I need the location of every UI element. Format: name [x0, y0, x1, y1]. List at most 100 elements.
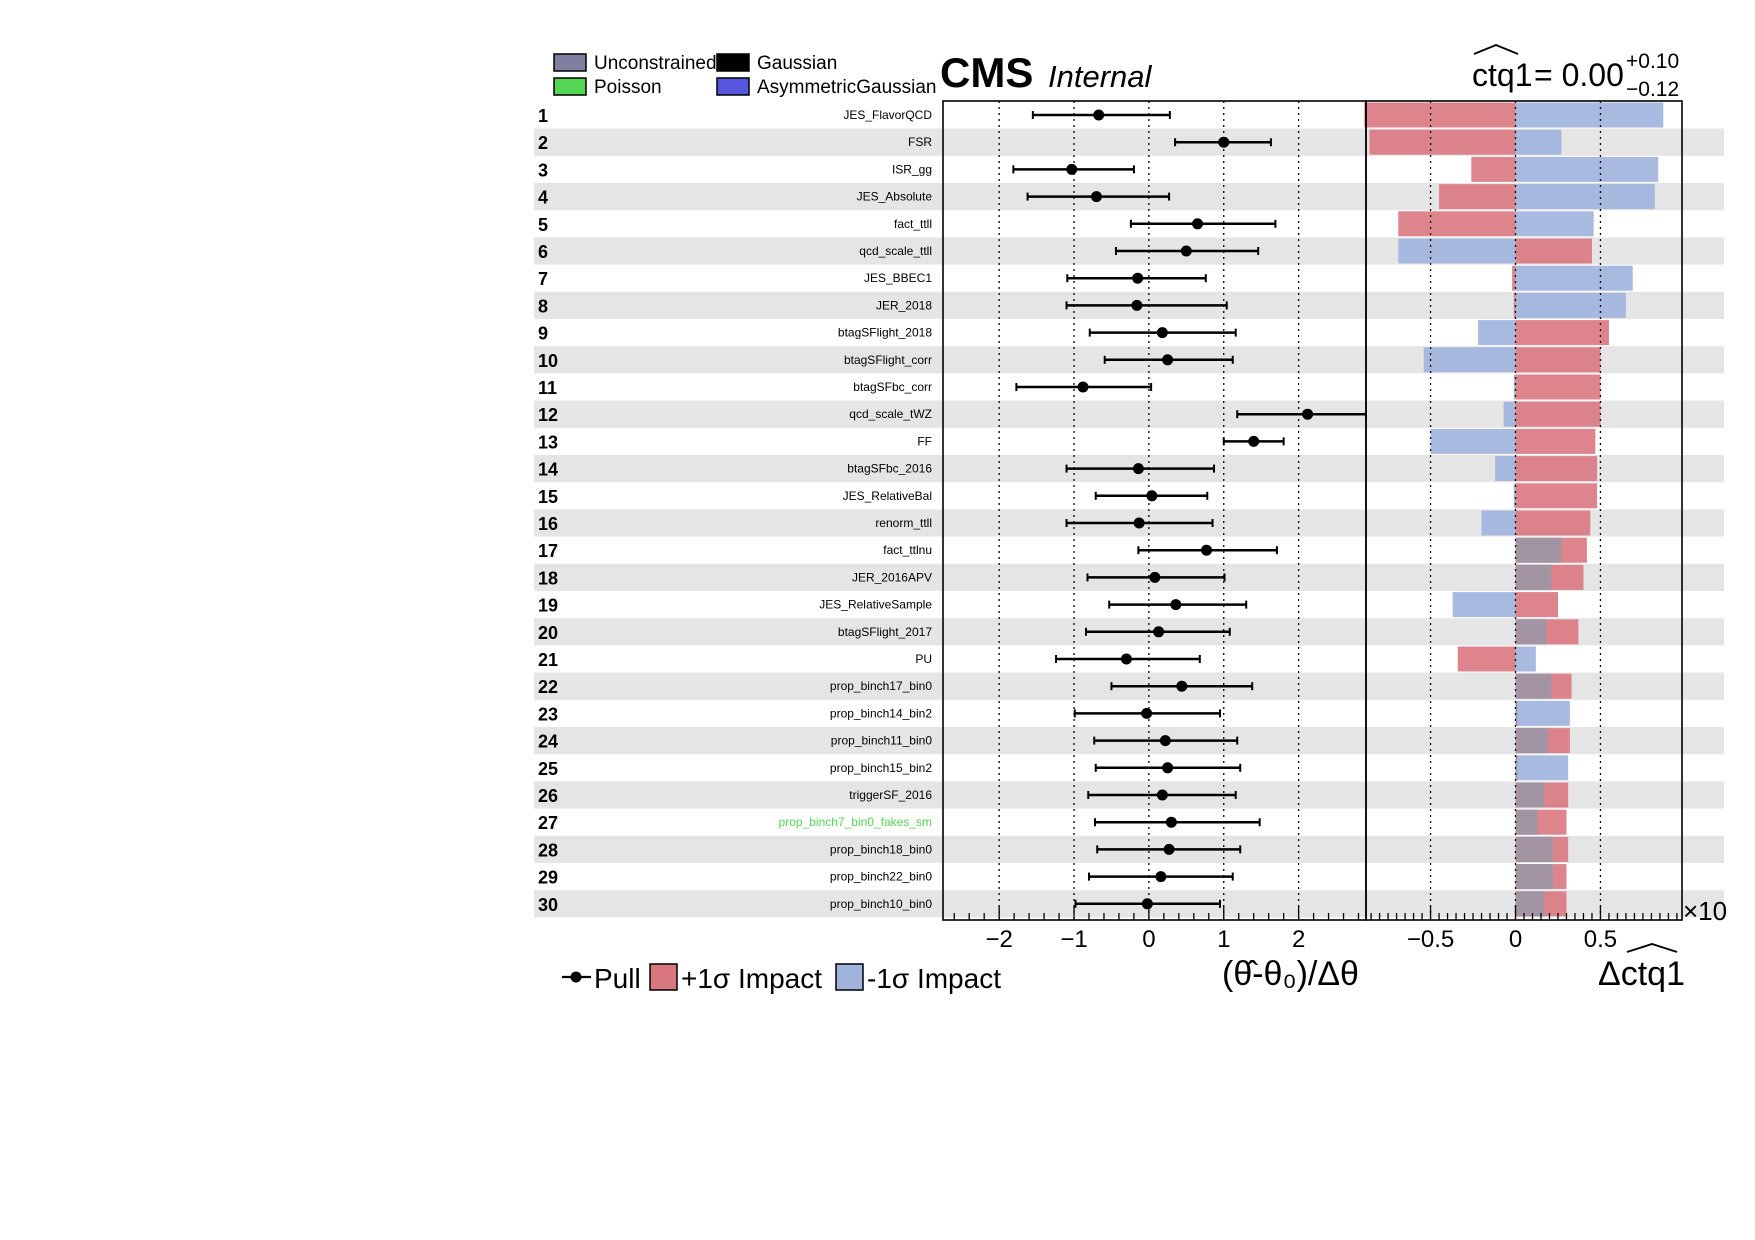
- parameter-label: prop_binch15_bin2: [830, 761, 932, 775]
- plus-impact-bar: [1515, 592, 1558, 618]
- minus-impact-bar: [1515, 755, 1569, 781]
- rank-label: 6: [538, 242, 548, 262]
- overlap-impact-bar: [1515, 564, 1552, 590]
- overlap-impact-bar: [1515, 755, 1518, 781]
- minus-impact-bar: [1515, 129, 1562, 155]
- impact-tick-label: 0.5: [1584, 926, 1617, 953]
- legend-label-asymmetric-gaussian: AsymmetricGaussian: [757, 77, 937, 98]
- plus-impact-bar: [1369, 129, 1516, 155]
- pull-legend-marker-icon: [570, 971, 582, 983]
- parameter-label: triggerSF_2016: [849, 788, 932, 802]
- minus-impact-bar: [1515, 292, 1626, 318]
- minus-impact-bar: [1478, 320, 1516, 346]
- legend-label-poisson: Poisson: [594, 77, 662, 98]
- minus-impact-bar: [1515, 211, 1594, 237]
- parameter-label: JES_FlavorQCD: [843, 108, 932, 122]
- overlap-impact-bar: [1515, 864, 1553, 890]
- parameter-label: qcd_scale_tWZ: [849, 407, 932, 421]
- parameter-label: btagSFbc_corr: [853, 380, 932, 394]
- rank-label: 4: [538, 188, 548, 208]
- rank-label: 19: [538, 596, 558, 616]
- rank-label: 17: [538, 541, 558, 561]
- rank-label: 11: [538, 378, 557, 398]
- minus-impact-bar: [1481, 510, 1516, 536]
- pull-point: [1165, 816, 1177, 828]
- pull-point: [1090, 191, 1102, 203]
- legend-label-gaussian: Gaussian: [757, 53, 837, 74]
- pull-point: [1180, 245, 1192, 257]
- minus-impact-bar: [1515, 646, 1536, 672]
- parameter-label: JER_2018: [876, 298, 932, 312]
- minus-impact-bar: [1515, 102, 1664, 128]
- plus-impact-bar: [1439, 184, 1516, 210]
- pull-axis-title: (θ̂-θ₀)/Δθ: [1222, 955, 1359, 993]
- plus-impact-bar: [1515, 483, 1598, 509]
- parameter-label: JER_2016APV: [852, 570, 932, 584]
- plus-impact-bar: [1515, 456, 1598, 482]
- legend-swatch-unconstrained: [553, 53, 587, 72]
- parameter-label: prop_binch7_bin0_fakes_sm: [779, 815, 932, 829]
- pull-point: [1302, 408, 1314, 420]
- parameter-label: FF: [917, 434, 932, 448]
- legend-swatch-gaussian: [716, 53, 750, 72]
- pull-legend-label: Pull: [594, 963, 641, 994]
- overlap-impact-bar: [1515, 537, 1562, 563]
- parameter-label: prop_binch11_bin0: [831, 734, 933, 748]
- pull-point: [1133, 517, 1145, 529]
- overlap-impact-bar: [1515, 673, 1552, 699]
- overlap-impact-bar: [1515, 782, 1545, 808]
- pull-point: [1066, 163, 1078, 175]
- rank-label: 23: [538, 704, 558, 724]
- plus-impact-bar: [1457, 646, 1516, 672]
- pull-point: [1141, 707, 1153, 719]
- pull-tick-label: 1: [1217, 926, 1230, 953]
- parameter-label: btagSFlight_2018: [838, 326, 932, 340]
- pull-point: [1248, 435, 1260, 447]
- impact-axis-hat-icon: [1626, 943, 1678, 953]
- legend-swatch-poisson: [553, 77, 587, 96]
- constraint-type-legend: Unconstrained Gaussian Poisson Asymmetri…: [553, 53, 937, 98]
- parameter-label: JES_BBEC1: [864, 271, 932, 285]
- pull-point: [1149, 571, 1161, 583]
- pull-tick-label: 2: [1292, 926, 1305, 953]
- pull-point: [1155, 871, 1167, 883]
- rank-label: 13: [538, 432, 558, 452]
- rank-label: 18: [538, 568, 558, 588]
- plus-impact-legend-label: +1σ Impact: [681, 963, 822, 994]
- legend-label-unconstrained: Unconstrained: [594, 53, 717, 74]
- overlap-impact-bar: [1515, 700, 1518, 726]
- pull-point: [1132, 463, 1144, 475]
- pull-point: [1120, 653, 1132, 665]
- minus-impact-bar: [1515, 156, 1659, 182]
- parameter-label: btagSFlight_corr: [844, 353, 932, 367]
- pull-tick-label: 0: [1142, 926, 1155, 953]
- minus-impact-bar: [1430, 428, 1516, 454]
- parameter-label: fact_ttll: [894, 217, 932, 231]
- impact-legend: Pull +1σ Impact -1σ Impact: [562, 963, 1001, 994]
- plus-impact-bar: [1471, 156, 1516, 182]
- plus-impact-bar: [1515, 320, 1609, 346]
- rank-label: 26: [538, 786, 558, 806]
- legend-swatch-asymmetric-gaussian: [716, 77, 750, 96]
- impact-bars: [1364, 102, 1664, 917]
- rank-label: 1: [538, 106, 548, 126]
- poi-error-down: −0.12: [1626, 78, 1679, 101]
- overlap-impact-bar: [1515, 619, 1547, 645]
- pull-point: [1162, 762, 1174, 774]
- poi-name: ctq1: [1472, 57, 1532, 93]
- rank-label: 16: [538, 514, 558, 534]
- plus-impact-bar: [1515, 374, 1601, 400]
- parameter-label: fact_ttlnu: [883, 543, 932, 557]
- pull-tick-label: −2: [985, 926, 1012, 953]
- rank-label: 21: [538, 650, 558, 670]
- impact-tick-label: −0.5: [1407, 926, 1454, 953]
- rank-label: 30: [538, 895, 558, 915]
- parameter-label: prop_binch18_bin0: [830, 842, 932, 856]
- pull-point: [1093, 109, 1105, 121]
- parameter-label: prop_binch17_bin0: [830, 679, 932, 693]
- minus-impact-bar: [1503, 401, 1516, 427]
- pull-point: [1156, 327, 1168, 339]
- parameter-label: qcd_scale_ttll: [859, 244, 932, 258]
- rank-label: 29: [538, 868, 558, 888]
